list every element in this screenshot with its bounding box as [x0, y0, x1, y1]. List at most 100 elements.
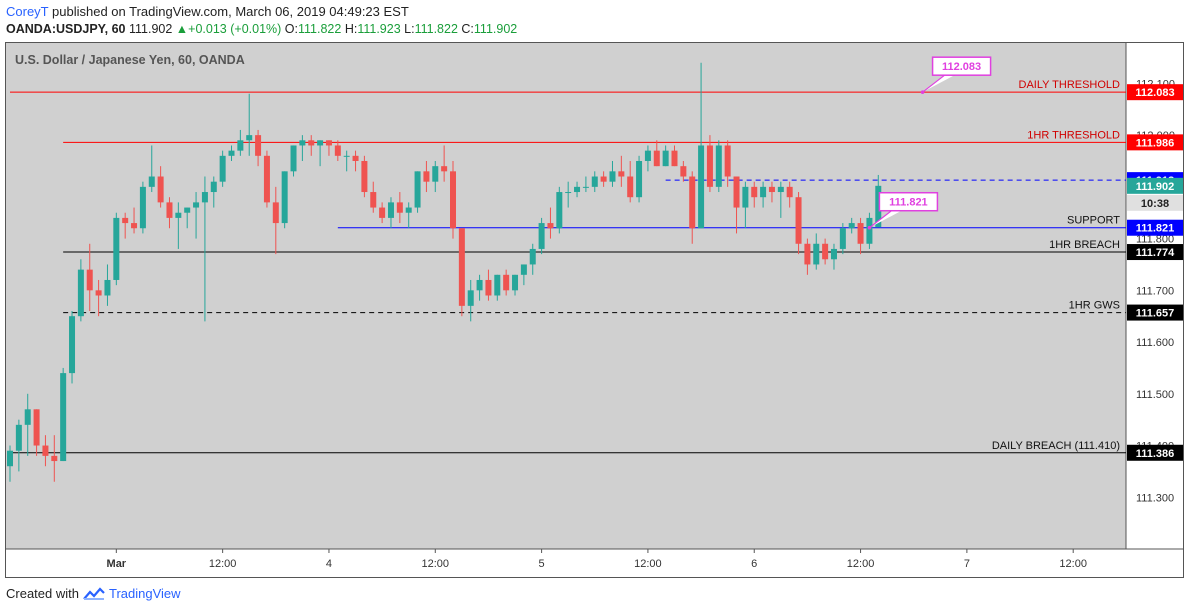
candle-body [272, 202, 279, 224]
candle-body [600, 176, 607, 182]
candle [325, 140, 332, 156]
candle [42, 435, 49, 467]
candle-body [494, 274, 501, 296]
candle [290, 145, 297, 177]
x-tick-label: 5 [539, 558, 545, 570]
candle [547, 207, 554, 239]
candle-body [281, 171, 288, 224]
level-price-tag-bg [1127, 444, 1183, 461]
candle [432, 160, 439, 193]
candle [263, 150, 270, 208]
candle-body [7, 450, 13, 467]
high-label: H: [344, 22, 358, 36]
plot-background [5, 42, 1126, 549]
candle [272, 186, 279, 255]
candle-body [467, 290, 474, 306]
tradingview-brand[interactable]: TradingView [108, 586, 181, 601]
y-tick-label: 111.500 [1136, 389, 1174, 401]
candle-body [201, 192, 208, 203]
candle [671, 145, 678, 167]
candle-body [95, 290, 102, 296]
candle-body [51, 455, 58, 462]
x-tick-label: 12:00 [1059, 558, 1087, 570]
candle-body [839, 228, 846, 249]
candle-body [414, 171, 421, 208]
callout-anchor [920, 90, 925, 94]
candle-body [591, 176, 598, 187]
candle-body [370, 192, 377, 208]
candle [574, 181, 581, 198]
publish-text: published on TradingView.com, March 06, … [52, 4, 409, 19]
candle [680, 160, 687, 182]
candle-body [813, 243, 820, 265]
candle-body [574, 186, 581, 193]
footer: Created with TradingView [6, 586, 181, 601]
candle [733, 176, 740, 234]
candle [503, 269, 510, 296]
high-value: 111.923 [357, 22, 401, 36]
up-arrow-icon: ▲ [175, 22, 189, 36]
candle-body [69, 316, 76, 374]
candle [60, 367, 67, 462]
candle [467, 279, 474, 322]
candle-body [122, 217, 129, 224]
candle-body [166, 202, 173, 218]
candle [228, 145, 235, 161]
price-chart[interactable]: 111.300111.400111.500111.600111.700111.8… [5, 42, 1184, 578]
x-tick-label: 12:00 [634, 558, 662, 570]
candle-body [760, 186, 767, 198]
candle-body [875, 185, 882, 228]
candle [458, 228, 465, 317]
candle-body [343, 155, 350, 157]
candle [653, 140, 660, 167]
candles [7, 62, 882, 482]
candle [795, 192, 802, 255]
candle-body [255, 135, 262, 156]
candle-body [503, 274, 510, 291]
candle-body [848, 223, 855, 229]
level-price-tag-text: 112.083 [1135, 87, 1174, 99]
candle-body [334, 145, 341, 156]
candle-body [715, 145, 722, 187]
candle [299, 135, 306, 161]
level-price-tag-text: 111.386 [1136, 448, 1175, 460]
candle-body [609, 171, 616, 182]
candle-body [556, 192, 563, 229]
candle [591, 171, 598, 193]
candle [706, 135, 713, 193]
candle-body [441, 166, 448, 172]
chart-frame[interactable]: 111.300111.400111.500111.600111.700111.8… [5, 42, 1184, 578]
candle [104, 264, 111, 306]
candle [512, 274, 519, 296]
candle-body [476, 279, 483, 291]
candle [175, 202, 182, 249]
close-label: C: [461, 22, 474, 36]
candle [644, 145, 651, 172]
candle [441, 145, 448, 182]
candle-body [237, 140, 244, 151]
countdown-bg [1127, 194, 1183, 211]
candle [308, 135, 315, 156]
level-label: SUPPORT [1067, 215, 1120, 227]
candle [334, 140, 341, 161]
candle [7, 445, 13, 482]
candle [751, 181, 758, 208]
candle-body [529, 248, 536, 265]
candle [396, 192, 403, 224]
candle [857, 217, 864, 255]
callout-text: 112.083 [942, 61, 981, 73]
publish-info: CoreyT published on TradingView.com, Mar… [6, 4, 409, 19]
candle [848, 217, 855, 234]
y-tick-label: 111.600 [1136, 337, 1174, 349]
candle-body [706, 145, 713, 187]
candle [352, 150, 359, 172]
candle [689, 171, 696, 244]
author-link[interactable]: CoreyT [6, 4, 49, 19]
candle-body [263, 155, 270, 203]
candle [15, 419, 22, 472]
created-with-text: Created with [6, 586, 79, 601]
candle-body [113, 217, 120, 280]
candle [255, 129, 262, 167]
candle-body [148, 176, 155, 187]
candle [157, 166, 164, 208]
